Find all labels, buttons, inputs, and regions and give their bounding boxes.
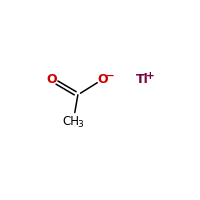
Text: CH: CH	[62, 115, 79, 128]
Text: Tl: Tl	[136, 73, 149, 86]
Text: +: +	[146, 71, 155, 81]
Text: 3: 3	[77, 120, 83, 129]
Text: O: O	[46, 73, 57, 86]
Text: O: O	[97, 73, 108, 86]
Text: −: −	[106, 71, 114, 81]
